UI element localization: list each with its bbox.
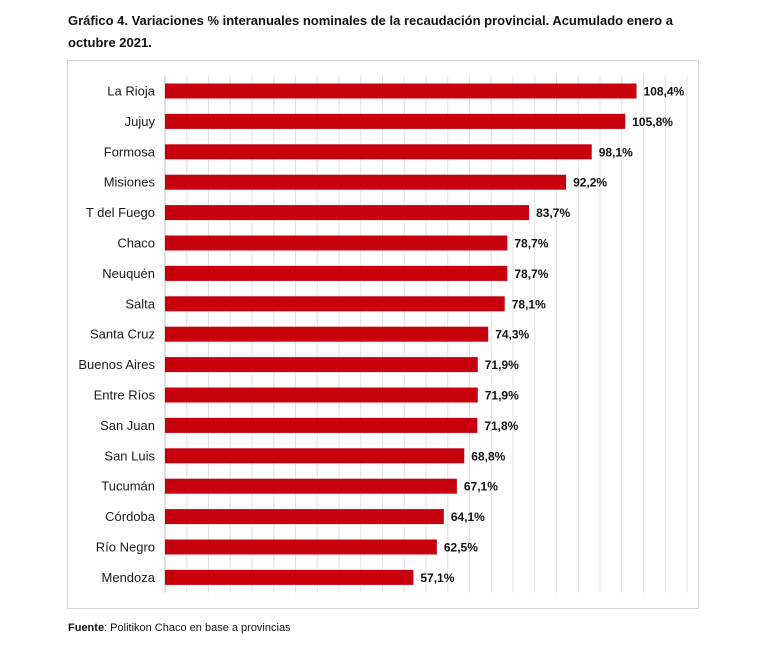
category-label: San Luis (104, 448, 155, 463)
bar (165, 357, 478, 373)
data-label: 83,7% (536, 206, 570, 220)
data-label: 78,1% (512, 297, 546, 311)
data-label: 67,1% (464, 480, 498, 494)
bar (165, 265, 508, 281)
data-label: 68,8% (471, 449, 505, 463)
category-label: Tucumán (101, 479, 155, 494)
data-label: 98,1% (599, 145, 633, 159)
data-label: 78,7% (514, 267, 548, 281)
category-label: San Juan (100, 418, 155, 433)
bar (165, 174, 567, 190)
category-label: Entre Ríos (94, 388, 156, 403)
bar (165, 509, 444, 525)
bar (165, 539, 437, 555)
category-label: Santa Cruz (90, 327, 155, 342)
category-label: Neuquén (102, 266, 155, 281)
bar (165, 417, 478, 433)
category-label: Misiones (104, 175, 156, 190)
data-label: 71,9% (485, 389, 519, 403)
category-label: Buenos Aires (78, 357, 155, 372)
bar (165, 235, 508, 251)
bar (165, 478, 457, 494)
category-label: Córdoba (105, 509, 156, 524)
category-label: Formosa (104, 144, 156, 159)
bar (165, 387, 478, 403)
bar (165, 83, 637, 99)
source-note: Fuente: Politikon Chaco en base a provin… (68, 622, 291, 634)
data-label: 108,4% (644, 85, 685, 99)
category-label: Chaco (117, 236, 155, 251)
bar (165, 569, 414, 585)
data-label: 71,8% (484, 419, 518, 433)
data-label: 92,2% (573, 176, 607, 190)
category-label: Mendoza (102, 570, 156, 585)
category-label: Salta (125, 296, 155, 311)
data-label: 71,9% (485, 358, 519, 372)
data-label: 64,1% (451, 510, 485, 524)
source-label: Fuente (68, 622, 105, 634)
category-label: T del Fuego (86, 205, 155, 220)
category-label: Río Negro (96, 540, 155, 555)
data-label: 105,8% (632, 115, 673, 129)
bar (165, 205, 530, 221)
data-label: 57,1% (420, 571, 454, 585)
chart-frame (67, 60, 699, 609)
bar (165, 326, 489, 342)
category-label: La Rioja (107, 84, 155, 99)
bar (165, 144, 592, 160)
data-label: 62,5% (444, 541, 478, 555)
bar (165, 113, 626, 129)
bar-chart: La Rioja 108,4% Jujuy 105,8% Formosa 98,1% Mis… (78, 75, 688, 593)
bar (165, 448, 465, 464)
data-label: 78,7% (514, 237, 548, 251)
source-text: : Politikon Chaco en base a provincias (104, 622, 291, 634)
chart-title: Gráfico 4. Variaciones % interanuales no… (68, 13, 673, 50)
category-label: Jujuy (125, 114, 156, 129)
bar (165, 296, 505, 312)
data-label: 74,3% (495, 328, 529, 342)
